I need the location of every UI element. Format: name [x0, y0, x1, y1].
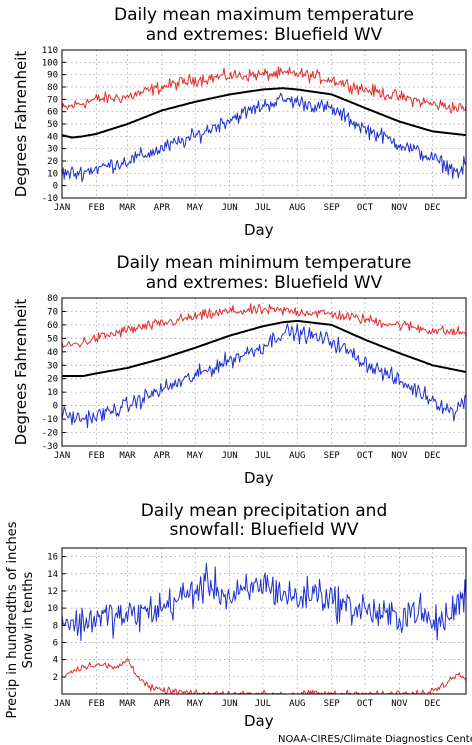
y-tick-label: 40 — [47, 348, 58, 358]
x-tick-label: APR — [154, 699, 171, 709]
chart-title-line: Daily mean minimum temperature — [117, 253, 412, 273]
chart-title-line: and extremes: Bluefield WV — [146, 25, 383, 45]
y-tick-label: 4 — [53, 656, 58, 666]
x-tick-label: JAN — [54, 203, 70, 213]
x-tick-label: MAR — [119, 203, 136, 213]
plot-frame — [61, 49, 467, 199]
y-axis-label: Degrees Fahrenheit — [12, 51, 30, 198]
series-line-2 — [61, 87, 467, 139]
y-tick-label: 2 — [53, 673, 58, 683]
y-tick-label: 70 — [47, 307, 58, 317]
x-tick-label: DEC — [425, 699, 441, 709]
y-axis-label: Degrees Fahrenheit — [12, 299, 30, 446]
y-tick-label: 6 — [53, 638, 58, 648]
y-tick-label: -30 — [42, 442, 58, 452]
x-tick-label: MAR — [119, 451, 136, 461]
x-tick-label: DEC — [425, 451, 441, 461]
y-tick-label: 60 — [47, 321, 58, 331]
x-tick-label: FEB — [88, 203, 104, 213]
chart-title-line: Daily mean maximum temperature — [114, 5, 414, 25]
x-tick-label: NOV — [391, 699, 408, 709]
x-tick-label: AUG — [289, 699, 305, 709]
x-tick-label: JUN — [221, 203, 237, 213]
credit-text: NOAA-CIRES/Climate Diagnostics Center — [278, 734, 472, 745]
y-tick-label: 0 — [53, 402, 58, 412]
x-tick-label: MAY — [187, 699, 204, 709]
y-tick-label: 20 — [47, 375, 58, 385]
y-tick-label: 0 — [53, 182, 58, 192]
x-axis-label: Day — [244, 221, 274, 239]
x-tick-label: JUL — [255, 203, 271, 213]
y-tick-label: 10 — [47, 388, 58, 398]
series-line-3 — [61, 323, 467, 429]
y-tick-label: 14 — [47, 570, 58, 580]
y-tick-label: 50 — [47, 334, 58, 344]
y-tick-label: 12 — [47, 587, 58, 597]
x-tick-label: SEP — [324, 203, 341, 213]
series-line-1 — [61, 562, 467, 642]
y-tick-label: 90 — [47, 71, 58, 81]
x-tick-label: DEC — [425, 203, 441, 213]
y-tick-label: 8 — [53, 621, 58, 631]
series-line-2 — [61, 658, 467, 695]
x-tick-label: SEP — [324, 699, 341, 709]
x-tick-label: JUN — [221, 451, 237, 461]
x-tick-label: JUL — [255, 699, 271, 709]
series-line-3 — [61, 92, 467, 183]
y-tick-label: 80 — [47, 83, 58, 93]
y-tick-label: 60 — [47, 108, 58, 118]
x-tick-label: JAN — [54, 699, 70, 709]
y-axis-label: Snow in tenths — [21, 571, 36, 668]
x-tick-label: JUN — [221, 699, 237, 709]
series-line-1 — [61, 303, 467, 348]
y-tick-label: 40 — [47, 132, 58, 142]
x-tick-label: FEB — [88, 451, 104, 461]
x-axis-label: Day — [244, 712, 274, 730]
y-tick-label: 50 — [47, 120, 58, 130]
x-tick-label: AUG — [289, 451, 305, 461]
y-tick-label: 110 — [42, 46, 58, 56]
x-tick-label: OCT — [357, 203, 374, 213]
y-tick-label: -10 — [42, 194, 58, 204]
y-tick-label: 20 — [47, 157, 58, 167]
y-tick-label: 30 — [47, 361, 58, 371]
y-tick-label: 30 — [47, 145, 58, 155]
x-tick-label: MAY — [187, 451, 204, 461]
x-tick-label: MAY — [187, 203, 204, 213]
y-tick-label: -20 — [42, 429, 58, 439]
series-line-2 — [62, 319, 467, 377]
chart-title-line: and extremes: Bluefield WV — [146, 273, 383, 293]
x-tick-label: SEP — [324, 451, 341, 461]
plot-frame — [61, 297, 467, 447]
y-tick-label: 80 — [47, 294, 58, 304]
y-tick-label: 16 — [47, 553, 58, 563]
x-tick-label: OCT — [357, 699, 374, 709]
y-tick-label: -10 — [42, 415, 58, 425]
chart-title-line: Daily mean precipitation and — [141, 501, 388, 521]
y-axis-label: Precip in hundredths of inches — [5, 521, 20, 718]
x-tick-label: JUL — [255, 451, 271, 461]
y-tick-label: 100 — [42, 58, 58, 68]
x-tick-label: APR — [154, 451, 171, 461]
x-tick-label: FEB — [88, 699, 104, 709]
x-tick-label: NOV — [391, 451, 408, 461]
x-tick-label: OCT — [357, 451, 374, 461]
x-tick-label: JAN — [54, 451, 70, 461]
plot-frame — [61, 547, 467, 695]
y-tick-label: 10 — [47, 604, 58, 614]
chart-title-line: snowfall: Bluefield WV — [169, 520, 358, 540]
x-tick-label: AUG — [289, 203, 305, 213]
x-tick-label: MAR — [119, 699, 136, 709]
y-tick-label: 70 — [47, 95, 58, 105]
x-axis-label: Day — [244, 469, 274, 487]
x-tick-label: NOV — [391, 203, 408, 213]
series-line-1 — [61, 66, 467, 114]
y-tick-label: 10 — [47, 169, 58, 179]
x-tick-label: APR — [154, 203, 171, 213]
